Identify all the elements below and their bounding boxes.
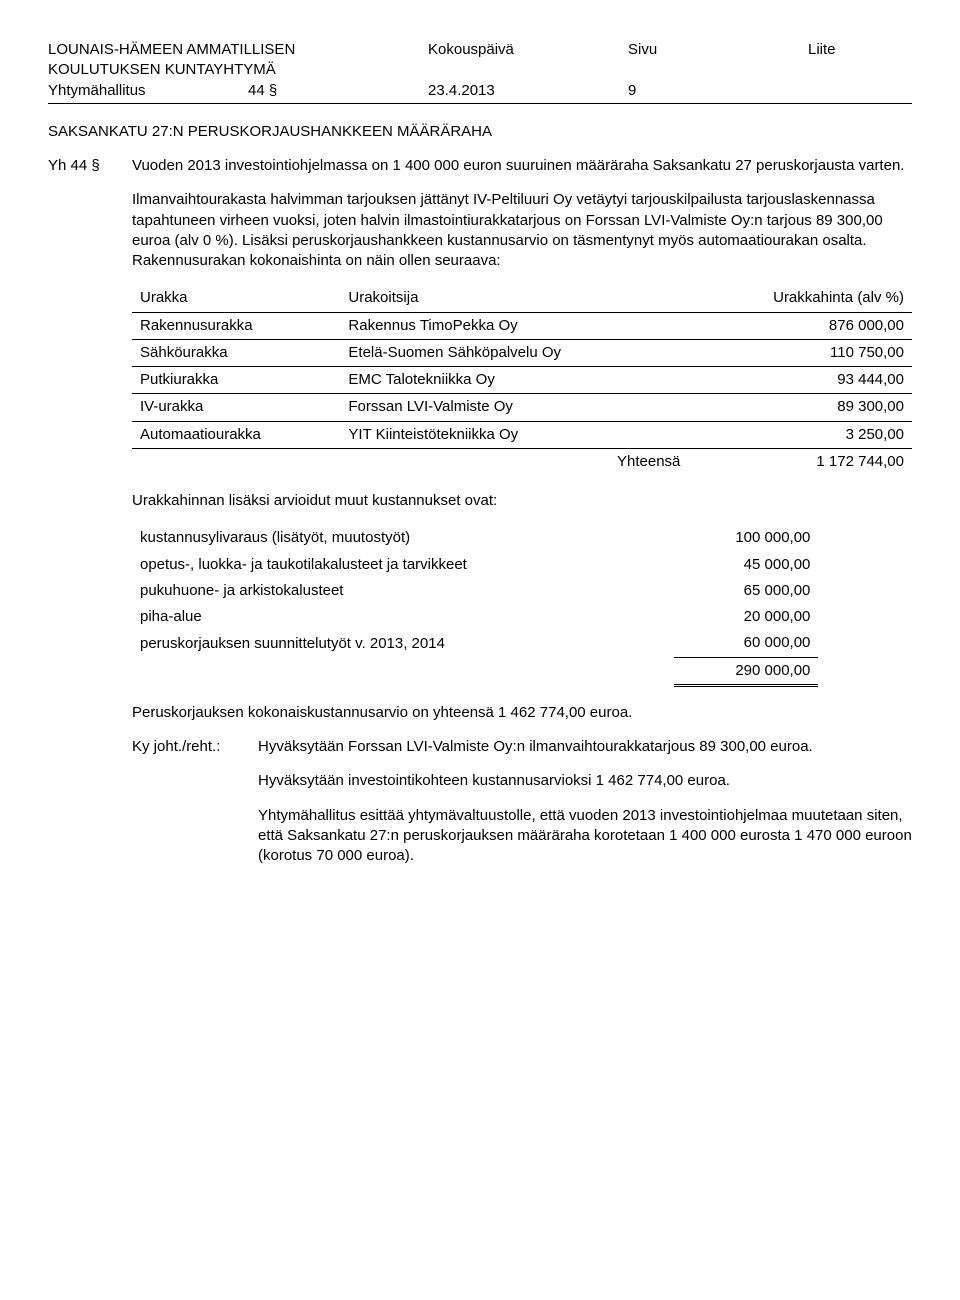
decision-p1: Hyväksytään Forssan LVI-Valmiste Oy:n il… <box>258 738 813 755</box>
total-value: 1 172 744,00 <box>688 448 912 475</box>
table-row: piha-alue 20 000,00 <box>132 604 818 630</box>
page-number: 9 <box>628 81 912 101</box>
table-row: peruskorjauksen suunnittelutyöt v. 2013,… <box>132 630 818 657</box>
table-row: pukuhuone- ja arkistokalusteet 65 000,00 <box>132 578 818 604</box>
table-row: IV-urakka Forssan LVI-Valmiste Oy 89 300… <box>132 394 912 421</box>
agenda-item-label: Yh 44 § <box>48 156 132 880</box>
total-label: Yhteensä <box>340 448 688 475</box>
col-meeting-date: Kokouspäivä <box>428 40 628 60</box>
decision-label: Ky joht./reht.: <box>132 737 258 757</box>
decision-p3: Yhtymähallitus esittää yhtymävaltuustoll… <box>258 806 912 867</box>
org-name-line1: LOUNAIS-HÄMEEN AMMATILLISEN <box>48 40 428 60</box>
costs-total: 290 000,00 <box>674 657 818 685</box>
paragraph-2: Ilmanvaihtourakasta halvimman tarjouksen… <box>132 190 912 271</box>
board-line: Yhtymähallitus 44 § 23.4.2013 9 <box>48 81 912 104</box>
table-row: opetus-, luokka- ja taukotilakalusteet j… <box>132 552 818 578</box>
th-price: Urakkahinta (alv %) <box>688 285 912 312</box>
paragraph-4: Peruskorjauksen kokonaiskustannusarvio o… <box>132 703 912 723</box>
contracts-table: Urakka Urakoitsija Urakkahinta (alv %) R… <box>132 285 912 475</box>
col-annex: Liite <box>808 40 912 60</box>
col-page: Sivu <box>628 40 808 60</box>
table-total-row: 290 000,00 <box>132 657 818 685</box>
table-total-row: Yhteensä 1 172 744,00 <box>132 448 912 475</box>
doc-header: LOUNAIS-HÄMEEN AMMATILLISEN Kokouspäivä … <box>48 40 912 60</box>
extra-costs-table: kustannusylivaraus (lisätyöt, muutostyöt… <box>132 525 818 687</box>
table-row: Automaatiourakka YIT Kiinteistötekniikka… <box>132 421 912 448</box>
table-row: kustannusylivaraus (lisätyöt, muutostyöt… <box>132 525 818 551</box>
table-row: Putkiurakka EMC Talotekniikka Oy 93 444,… <box>132 367 912 394</box>
table-row: Sähköurakka Etelä-Suomen Sähköpalvelu Oy… <box>132 339 912 366</box>
table-row: Rakennusurakka Rakennus TimoPekka Oy 876… <box>132 312 912 339</box>
decision-block: Ky joht./reht.: Hyväksytään Forssan LVI-… <box>132 737 912 757</box>
paragraph-3: Urakkahinnan lisäksi arvioidut muut kust… <box>132 491 912 511</box>
section-title: SAKSANKATU 27:N PERUSKORJAUSHANKKEEN MÄÄ… <box>48 122 912 142</box>
paragraph-1: Vuoden 2013 investointiohjelmassa on 1 4… <box>132 156 912 176</box>
meeting-date: 23.4.2013 <box>428 81 628 101</box>
th-contract: Urakka <box>132 285 340 312</box>
board-name: Yhtymähallitus <box>48 81 248 101</box>
org-name-line2: KOULUTUKSEN KUNTAYHTYMÄ <box>48 60 912 80</box>
th-contractor: Urakoitsija <box>340 285 688 312</box>
section-number: 44 § <box>248 81 428 101</box>
agenda-item: Yh 44 § Vuoden 2013 investointiohjelmass… <box>48 156 912 880</box>
decision-p2: Hyväksytään investointikohteen kustannus… <box>258 771 912 791</box>
